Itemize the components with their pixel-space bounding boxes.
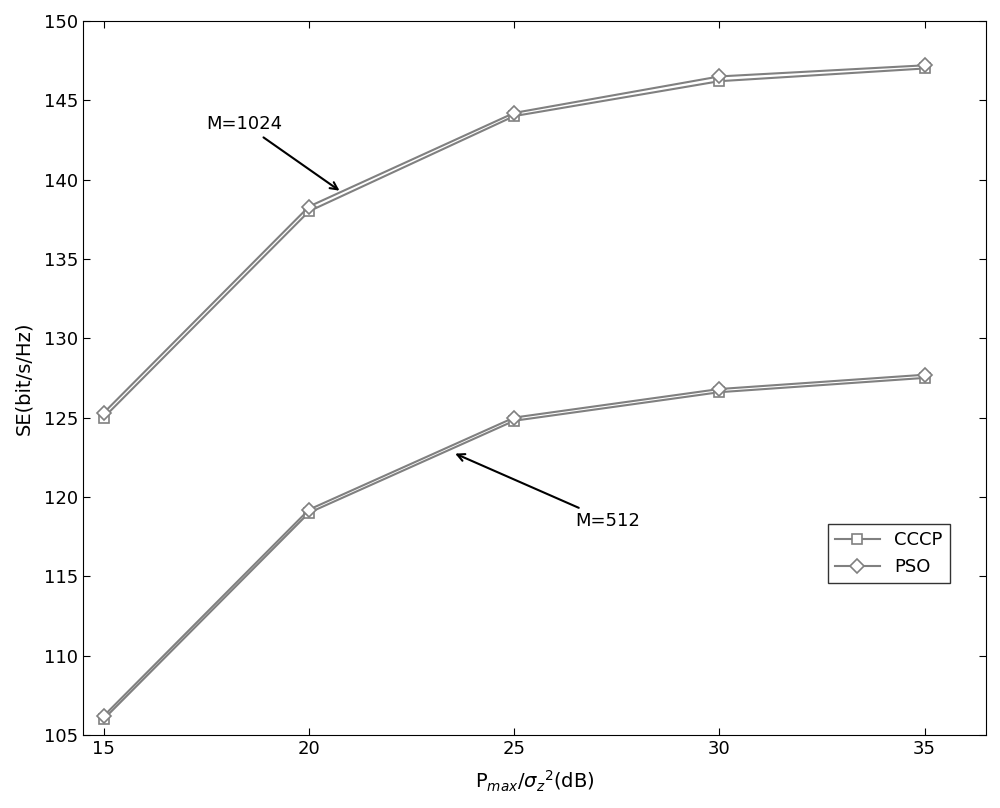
X-axis label: P$_{max}$/$\sigma_z$$^2$(dB): P$_{max}$/$\sigma_z$$^2$(dB)	[475, 769, 594, 794]
Text: M=512: M=512	[457, 454, 641, 530]
Legend: CCCP, PSO: CCCP, PSO	[828, 524, 950, 583]
Text: M=1024: M=1024	[206, 115, 338, 189]
Y-axis label: SE(bit/s/Hz): SE(bit/s/Hz)	[14, 321, 33, 435]
